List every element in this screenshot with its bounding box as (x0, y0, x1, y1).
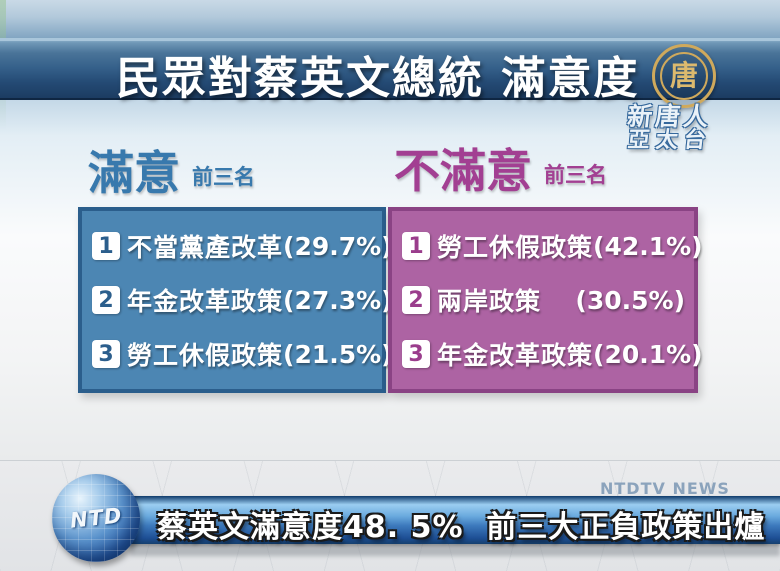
satisfied-subtitle: 前三名 (192, 165, 255, 189)
list-item: 3 年金改革政策 (20.1%) (396, 336, 703, 372)
dissatisfied-panel: 1 勞工休假政策 (42.1%) 2 兩岸政策 (30.5%) 3 年金改革政策… (388, 207, 703, 393)
channel-watermark: NTDTV NEWS (600, 479, 730, 498)
policy-label: 年金改革政策 (437, 341, 594, 370)
station-name-line2: 亞太台 (626, 128, 714, 153)
ticker-shadow (130, 545, 780, 556)
policy-label: 年金改革政策 (127, 287, 284, 316)
ntd-logo-text: NTD (68, 503, 124, 533)
ntd-globe-logo-icon: NTD (52, 474, 140, 562)
satisfied-panel: 1 不當黨產改革 (29.7%) 2 年金改革政策 (27.3%) 3 勞工休假… (78, 207, 393, 393)
list-item: 2 年金改革政策 (27.3%) (86, 282, 393, 318)
policy-label: 勞工休假政策 (437, 233, 594, 262)
headline-text: 蔡英文滿意度48. 5% 前三大正負政策出爐 (157, 510, 766, 545)
policy-percent: (42.1%) (593, 231, 703, 261)
rank-badge: 1 (402, 232, 430, 260)
tang-seal-icon: 唐 (652, 44, 716, 108)
policy-percent: (21.5%) (283, 339, 393, 369)
satisfied-title: 滿意 (88, 146, 180, 200)
top-sky-band (0, 0, 780, 38)
dissatisfied-subtitle: 前三名 (544, 163, 607, 187)
satisfied-header: 滿意 前三名 (88, 150, 255, 196)
tang-seal-character: 唐 (669, 59, 698, 92)
policy-percent: (30.5%) (575, 285, 685, 315)
list-item: 2 兩岸政策 (30.5%) (396, 282, 690, 318)
policy-label: 兩岸政策 (437, 287, 542, 316)
station-logo-text: 新唐人 亞太台 (623, 102, 715, 153)
news-ticker-bar (118, 496, 780, 544)
policy-percent: (29.7%) (283, 231, 393, 261)
policy-label: 勞工休假政策 (127, 341, 284, 370)
list-item: 3 勞工休假政策 (21.5%) (86, 336, 393, 372)
list-item: 1 勞工休假政策 (42.1%) (396, 228, 703, 264)
list-item: 1 不當黨產改革 (29.7%) (86, 228, 393, 264)
policy-percent: (20.1%) (593, 339, 703, 369)
title-banner (0, 38, 780, 100)
dissatisfied-header: 不滿意 前三名 (394, 148, 607, 194)
rank-badge: 3 (92, 340, 120, 368)
policy-label: 不當黨產改革 (127, 233, 284, 262)
rank-badge: 3 (402, 340, 430, 368)
dissatisfied-title: 不滿意 (394, 144, 532, 198)
policy-percent: (27.3%) (283, 285, 393, 315)
rank-badge: 1 (92, 232, 120, 260)
station-name-line1: 新唐人 (625, 102, 713, 131)
tang-seal-inner-ring: 唐 (660, 52, 708, 100)
rank-badge: 2 (92, 286, 120, 314)
page-title: 民眾對蔡英文總統 滿意度 (116, 53, 640, 104)
rank-badge: 2 (402, 286, 430, 314)
